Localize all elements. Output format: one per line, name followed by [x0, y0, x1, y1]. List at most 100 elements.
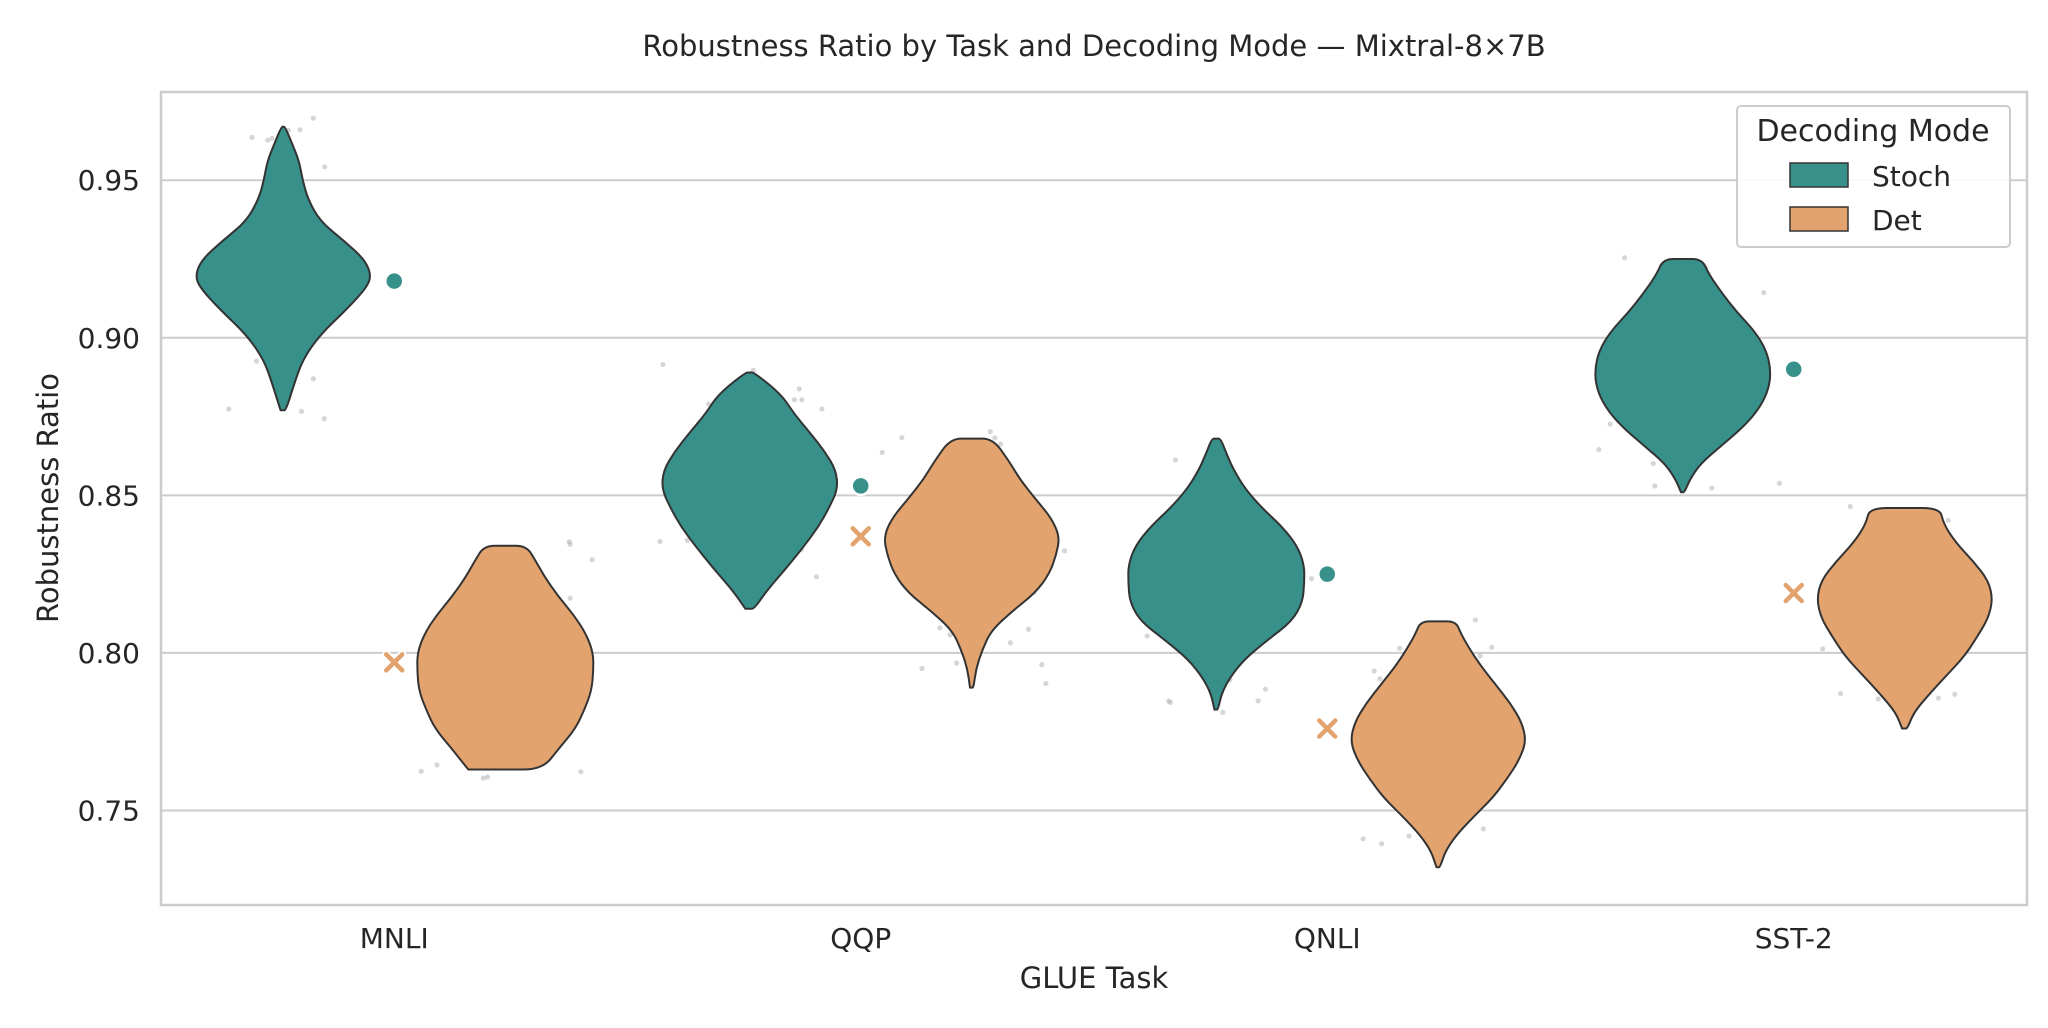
sample-point [660, 361, 666, 368]
sample-point [265, 137, 271, 143]
violins [195, 125, 1993, 869]
violin-stoch-qqp [661, 371, 839, 610]
sample-point [434, 762, 440, 768]
mean-marker-stoch [1783, 359, 1804, 380]
sample-point [796, 386, 802, 392]
sample-point [1371, 668, 1377, 674]
sample-point [321, 416, 327, 422]
sample-point [899, 434, 905, 441]
mean-marker-stoch [850, 475, 871, 497]
sample-point [298, 408, 305, 415]
chart-title: Robustness Ratio by Task and Decoding Mo… [642, 29, 1545, 63]
sample-point [1262, 686, 1269, 692]
x-tick-label: MNLI [360, 922, 429, 955]
sample-point [269, 135, 275, 141]
sample-point [1378, 841, 1385, 847]
y-tick-label: 0.80 [78, 637, 140, 670]
sample-point [1220, 709, 1226, 715]
sample-point [657, 538, 663, 545]
y-tick-label: 0.95 [78, 164, 140, 197]
legend-label-det: Det [1872, 204, 1922, 237]
sample-point [1820, 646, 1826, 652]
sample-point [567, 595, 573, 601]
sample-point [684, 537, 690, 543]
sample-point [1875, 696, 1881, 702]
mean-marker-det [848, 524, 873, 549]
sample-point [480, 775, 487, 781]
marker-stroke [1783, 582, 1804, 604]
x-tick-label: SST-2 [1755, 922, 1833, 955]
sample-point [1480, 826, 1486, 832]
mean-marker-det [1781, 581, 1806, 606]
sample-point [1776, 480, 1783, 486]
violin-det-mnli [416, 544, 595, 771]
sample-point [1360, 836, 1366, 842]
y-tick-label: 0.85 [78, 479, 140, 512]
sample-point [1847, 503, 1853, 510]
sample-point [1652, 483, 1658, 489]
sample-point [297, 127, 303, 133]
mean-marker-det [1315, 716, 1340, 741]
sample-point [947, 632, 953, 638]
x-ticks: MNLI QQP QNLI SST-2 [360, 922, 1833, 955]
sample-point [1144, 633, 1150, 639]
mean-markers [382, 270, 1806, 741]
violin-stoch-sst-2 [1594, 258, 1772, 494]
sample-point [1935, 695, 1942, 701]
x-axis-label: GLUE Task [1020, 961, 1169, 995]
sample-point [1650, 460, 1656, 467]
mean-marker-stoch [1317, 563, 1338, 585]
sample-point [566, 539, 572, 545]
sample-point [1377, 676, 1383, 682]
violin-stoch-qnli [1127, 437, 1306, 711]
sample-point [987, 429, 993, 435]
sample-point [819, 406, 825, 412]
sample-point [1837, 690, 1844, 697]
sample-point [1622, 255, 1628, 261]
plot-frame [159, 90, 2029, 907]
sample-point [998, 441, 1004, 447]
sample-point [1061, 548, 1068, 554]
sample-point [1406, 833, 1412, 839]
sample-point [813, 574, 820, 580]
sample-point [253, 358, 260, 364]
sample-point [485, 774, 491, 780]
sample-point [1167, 699, 1174, 705]
sample-point [1761, 289, 1767, 296]
sample-point [1709, 485, 1715, 491]
sample-point [249, 134, 255, 140]
sample-point [310, 115, 316, 121]
legend-swatch-stoch [1789, 162, 1849, 188]
sample-point [1607, 421, 1613, 427]
sample-point [418, 768, 424, 774]
sample-point [791, 397, 797, 403]
marker-stroke [384, 652, 405, 673]
sample-point [919, 665, 925, 672]
sample-point [578, 769, 584, 775]
sample-point [1489, 644, 1495, 650]
sample-point [589, 557, 595, 563]
violin-stoch-mnli [195, 125, 371, 412]
sample-point [879, 449, 885, 456]
sample-point [322, 164, 328, 170]
y-ticks: 0.75 0.80 0.85 0.90 0.95 [78, 164, 140, 827]
sample-point [310, 376, 316, 382]
sample-point [1025, 626, 1032, 632]
sample-point [1255, 698, 1261, 704]
sample-point [1596, 446, 1602, 453]
sample-point [799, 397, 805, 403]
mean-marker-stoch [384, 270, 405, 292]
sample-point [705, 401, 712, 407]
sample-point [226, 406, 232, 412]
violin-det-sst-2 [1816, 507, 1993, 730]
marker-stroke [850, 526, 871, 547]
sample-point [1039, 662, 1045, 668]
mean-marker-det [382, 650, 407, 675]
legend: Decoding Mode Stoch Det [1736, 105, 2011, 248]
sample-point [1472, 617, 1479, 623]
sample-point [1945, 517, 1951, 523]
sample-point [1952, 691, 1958, 697]
y-tick-label: 0.90 [78, 322, 140, 355]
violin-det-qqp [884, 437, 1060, 689]
